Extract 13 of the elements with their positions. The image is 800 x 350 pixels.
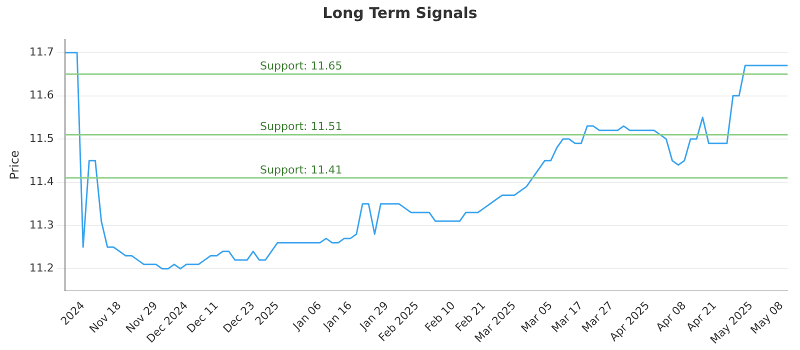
chart-title: Long Term Signals — [322, 4, 478, 22]
y-tick-label: 11.7 — [29, 45, 54, 58]
y-axis-title: Price — [7, 150, 22, 180]
y-tick-label: 11.3 — [29, 218, 54, 232]
y-tick-label: 11.2 — [29, 262, 54, 275]
ref-line-label: Support: 11.41 — [260, 163, 342, 176]
y-tick-label: 11.4 — [29, 175, 54, 188]
ref-line-label: Support: 11.65 — [260, 60, 342, 73]
ref-line-label: Support: 11.51 — [260, 120, 342, 134]
y-tick-label: 11.5 — [29, 132, 54, 145]
y-tick-label: 11.6 — [29, 88, 54, 102]
x-tick-label: Nov 18 — [86, 298, 124, 336]
x-tick-label: Apr 08 — [654, 298, 689, 334]
